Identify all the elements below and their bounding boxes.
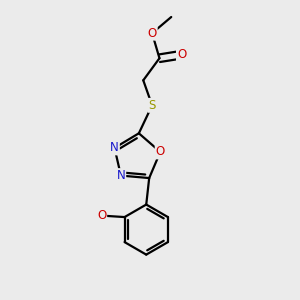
Text: S: S [148, 99, 156, 112]
Text: O: O [97, 209, 106, 222]
Text: O: O [148, 27, 157, 40]
Text: N: N [116, 169, 125, 182]
Text: O: O [156, 146, 165, 158]
Text: N: N [110, 141, 119, 154]
Text: O: O [177, 48, 186, 61]
